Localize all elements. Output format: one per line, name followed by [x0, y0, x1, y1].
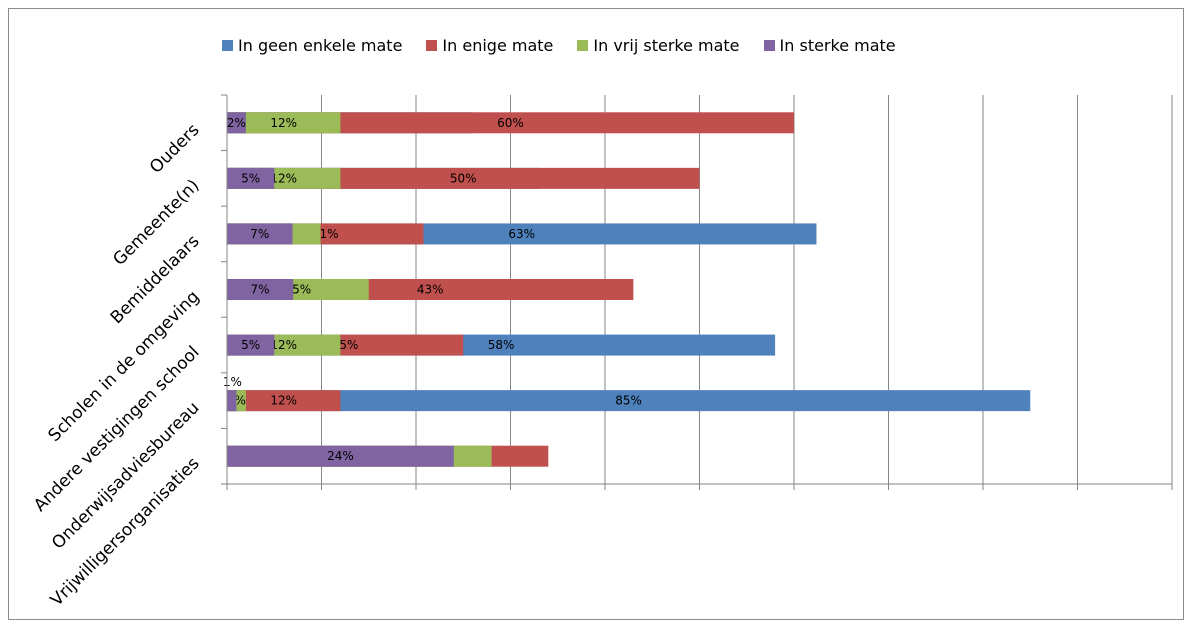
legend-item-enige: In enige mate [426, 36, 553, 55]
data-label: 7% [251, 283, 270, 297]
bar-segment [227, 112, 794, 134]
legend: In geen enkele mate In enige mate In vri… [222, 34, 920, 56]
data-label: 85% [615, 394, 642, 408]
legend-swatch [763, 39, 775, 51]
legend-label: In sterke mate [779, 35, 896, 55]
legend-item-vrij-sterke: In vrij sterke mate [577, 35, 740, 55]
legend-swatch [426, 39, 438, 51]
data-label: 12% [270, 394, 297, 408]
chart-frame [8, 8, 1184, 620]
data-label: 60% [497, 116, 524, 130]
data-label: 58% [488, 338, 515, 352]
data-label: 1% [223, 375, 242, 389]
legend-item-geen-enkele: In geen enkele mate [222, 36, 402, 55]
data-label: 43% [417, 283, 444, 297]
legend-swatch [577, 39, 589, 51]
bar-segment [227, 223, 293, 245]
bar-segment [227, 112, 341, 134]
data-label: 50% [450, 171, 477, 185]
legend-label: In enige mate [442, 35, 554, 55]
legend-item-sterke: In sterke mate [763, 35, 896, 55]
data-label: 24% [327, 449, 354, 463]
bar-segment [227, 112, 246, 134]
data-label: 12% [270, 338, 297, 352]
bar-segment [227, 390, 341, 412]
bar-segment [227, 445, 454, 467]
bar-segment [227, 334, 275, 356]
data-label: 5% [241, 171, 260, 185]
data-label: 7% [250, 227, 269, 241]
legend-label: In geen enkele mate [238, 35, 403, 55]
data-label: 63% [508, 227, 535, 241]
data-label: 12% [270, 171, 297, 185]
data-label: 12% [270, 116, 297, 130]
bar-segment [227, 390, 1031, 412]
category-label: Ouders [146, 120, 204, 178]
bar-segment [227, 167, 275, 189]
bar-segment [227, 167, 700, 189]
legend-label: In vrij sterke mate [593, 35, 740, 55]
bar-segment [227, 279, 294, 300]
bar-segment [227, 390, 237, 412]
data-label: 2% [227, 116, 246, 130]
data-label: 5% [241, 338, 260, 352]
legend-swatch [222, 39, 233, 51]
